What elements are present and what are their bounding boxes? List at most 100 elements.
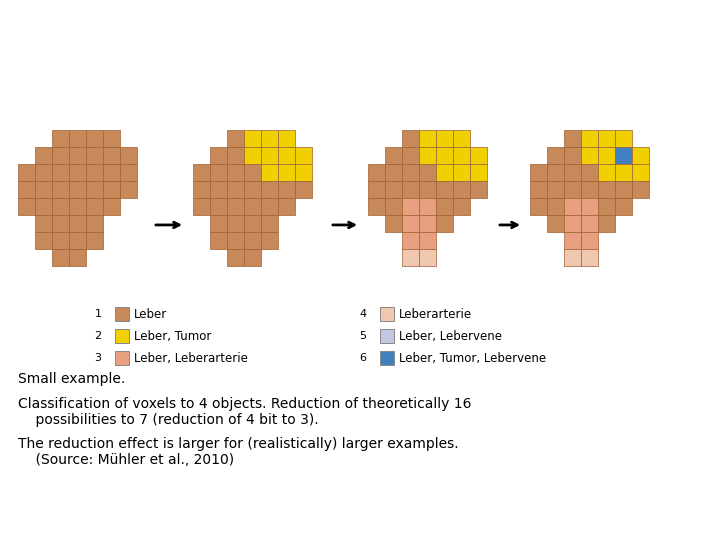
Bar: [436, 215, 453, 232]
Bar: [210, 215, 227, 232]
Bar: [402, 215, 419, 232]
Text: Leber, Leberarterie: Leber, Leberarterie: [134, 352, 248, 365]
Bar: [261, 181, 278, 198]
Bar: [52, 147, 69, 164]
Bar: [278, 181, 295, 198]
Bar: [632, 147, 649, 164]
Bar: [69, 249, 86, 266]
Bar: [52, 249, 69, 266]
Bar: [227, 249, 244, 266]
Bar: [227, 215, 244, 232]
Text: Bernhard Preim: Bernhard Preim: [292, 514, 428, 529]
Bar: [380, 351, 394, 365]
Text: 6: 6: [359, 353, 366, 363]
Text: Leberarterie: Leberarterie: [399, 307, 472, 321]
Bar: [193, 198, 210, 215]
Text: 50: 50: [677, 514, 698, 529]
Bar: [103, 181, 120, 198]
Bar: [564, 215, 581, 232]
Bar: [295, 164, 312, 181]
Bar: [103, 147, 120, 164]
Bar: [380, 307, 394, 321]
Bar: [244, 249, 261, 266]
Text: Leber, Tumor, Lebervene: Leber, Tumor, Lebervene: [399, 352, 546, 365]
Text: 4: 4: [359, 309, 366, 319]
Bar: [193, 181, 210, 198]
Bar: [598, 198, 615, 215]
Bar: [419, 181, 436, 198]
Bar: [385, 147, 402, 164]
Bar: [615, 130, 632, 147]
Bar: [86, 232, 103, 249]
Bar: [402, 164, 419, 181]
Bar: [581, 249, 598, 266]
Bar: [52, 232, 69, 249]
Text: Leber, Tumor: Leber, Tumor: [134, 329, 212, 342]
Bar: [193, 164, 210, 181]
Bar: [69, 198, 86, 215]
Bar: [52, 164, 69, 181]
Bar: [244, 215, 261, 232]
Bar: [547, 215, 564, 232]
Bar: [227, 181, 244, 198]
Bar: [581, 215, 598, 232]
Bar: [86, 181, 103, 198]
Bar: [227, 147, 244, 164]
Bar: [69, 232, 86, 249]
Text: 5: 5: [359, 331, 366, 341]
Bar: [52, 181, 69, 198]
Bar: [278, 164, 295, 181]
Bar: [581, 147, 598, 164]
Bar: [598, 130, 615, 147]
Text: 3: 3: [94, 353, 102, 363]
Bar: [115, 351, 129, 365]
Bar: [402, 147, 419, 164]
Bar: [35, 215, 52, 232]
Bar: [419, 249, 436, 266]
Bar: [244, 164, 261, 181]
Bar: [530, 164, 547, 181]
Bar: [35, 198, 52, 215]
Bar: [419, 130, 436, 147]
Bar: [564, 130, 581, 147]
Bar: [581, 232, 598, 249]
Bar: [227, 232, 244, 249]
Bar: [210, 232, 227, 249]
Bar: [52, 198, 69, 215]
Bar: [564, 232, 581, 249]
Bar: [261, 198, 278, 215]
Bar: [120, 181, 137, 198]
Bar: [598, 147, 615, 164]
Bar: [564, 198, 581, 215]
Bar: [564, 147, 581, 164]
Bar: [35, 181, 52, 198]
Bar: [35, 232, 52, 249]
Bar: [244, 181, 261, 198]
Bar: [244, 130, 261, 147]
Bar: [261, 164, 278, 181]
Bar: [530, 198, 547, 215]
Bar: [69, 215, 86, 232]
Bar: [52, 215, 69, 232]
Bar: [402, 198, 419, 215]
Bar: [530, 181, 547, 198]
Bar: [453, 130, 470, 147]
Bar: [436, 164, 453, 181]
Bar: [227, 198, 244, 215]
Bar: [453, 198, 470, 215]
Text: Small example.: Small example.: [18, 372, 125, 386]
Bar: [278, 147, 295, 164]
Bar: [278, 130, 295, 147]
Bar: [52, 130, 69, 147]
Bar: [86, 130, 103, 147]
Bar: [368, 181, 385, 198]
Bar: [632, 181, 649, 198]
Bar: [69, 164, 86, 181]
Bar: [35, 164, 52, 181]
Bar: [261, 232, 278, 249]
Bar: [103, 198, 120, 215]
Bar: [470, 181, 487, 198]
Bar: [385, 198, 402, 215]
Bar: [402, 181, 419, 198]
Bar: [385, 215, 402, 232]
